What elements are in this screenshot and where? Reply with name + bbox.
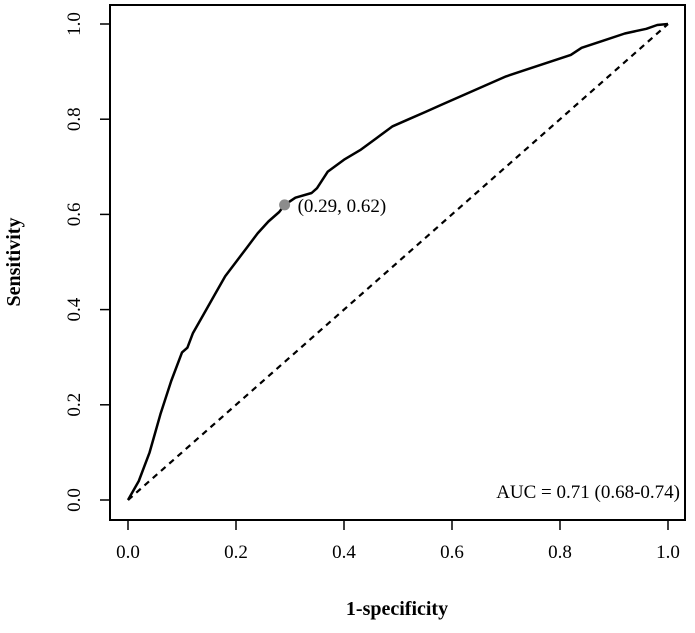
points-layer: (0.29, 0.62) <box>279 196 386 217</box>
cutoff-point <box>279 199 291 211</box>
plot-frame <box>109 4 686 521</box>
x-tick-label: 0.8 <box>548 542 572 563</box>
series-layer <box>126 22 669 501</box>
x-tick-label: 0.0 <box>116 542 140 563</box>
y-tick-label: 0.0 <box>64 488 85 512</box>
y-tick-label: 0.4 <box>64 297 85 321</box>
x-tick-label: 0.4 <box>332 542 356 563</box>
y-tick-label: 0.6 <box>64 203 85 227</box>
y-tick-label: 0.8 <box>64 107 85 131</box>
x-tick-label: 0.6 <box>440 542 464 563</box>
auc-annotation: AUC = 0.71 (0.68-0.74) <box>496 482 680 503</box>
x-axis: 0.0 0.2 0.4 0.6 0.8 1.0 <box>116 519 680 563</box>
x-axis-title: 1-specificity <box>346 598 448 620</box>
reference-line-series <box>127 23 669 501</box>
y-axis-title: Sensitivity <box>3 218 25 307</box>
x-tick-label: 1.0 <box>656 542 680 563</box>
y-axis: 0.0 0.2 0.4 0.6 0.8 1.0 <box>64 12 111 512</box>
x-tick-label: 0.2 <box>224 542 248 563</box>
y-tick-label: 0.2 <box>64 393 85 417</box>
cutoff-point-label: (0.29, 0.62) <box>298 196 387 217</box>
y-tick-label: 1.0 <box>64 12 85 36</box>
roc-curve-series <box>126 22 669 501</box>
